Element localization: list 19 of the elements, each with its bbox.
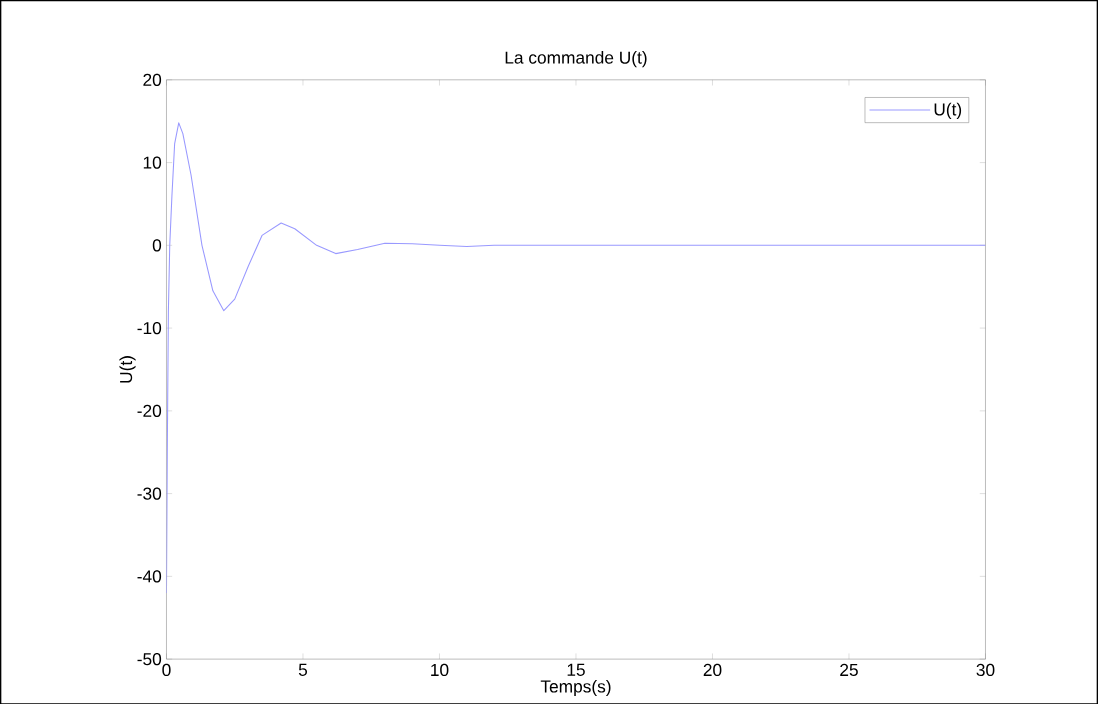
y-tick-label: -50 <box>137 652 162 666</box>
x-tick-label: 15 <box>567 663 585 676</box>
chart-title: La commande U(t) <box>505 50 647 67</box>
y-tick-label: 10 <box>143 156 162 169</box>
y-tick-label: -20 <box>137 404 162 417</box>
x-tick-label: 0 <box>162 663 171 676</box>
y-tick-label: -40 <box>137 569 162 583</box>
x-tick-label: 5 <box>298 663 308 676</box>
y-tick-label: -10 <box>137 321 162 334</box>
y-tick-label: 0 <box>152 238 162 252</box>
y-axis-title: U(t) <box>119 355 136 383</box>
x-axis-title: Temps(s) <box>540 679 611 696</box>
y-tick-label: 20 <box>143 73 162 86</box>
x-tick-label: 30 <box>976 663 995 676</box>
x-tick-label: 10 <box>431 663 449 676</box>
x-tick-label: 20 <box>703 663 722 676</box>
legend-label: U(t) <box>934 102 962 119</box>
x-tick-label: 25 <box>840 663 858 676</box>
y-tick-label: -30 <box>137 487 162 500</box>
